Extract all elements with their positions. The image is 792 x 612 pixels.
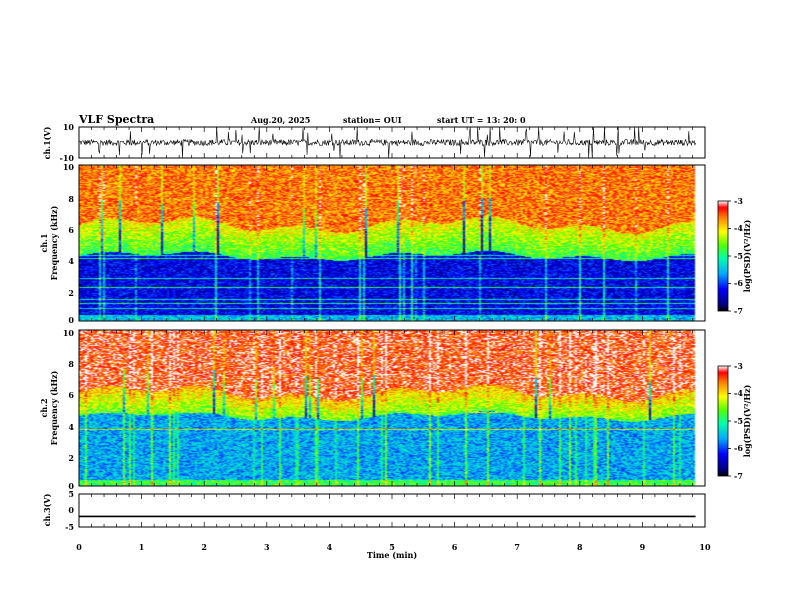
ch2-colorbar-label-minus6: -6 xyxy=(734,443,743,453)
xtick-8: 8 xyxy=(577,542,583,552)
ch1-spectrogram-ylabel: Frequency (kHz) xyxy=(49,205,59,280)
ch2-ytick-10: 10 xyxy=(63,328,75,338)
ch3-ytick-0: 0 xyxy=(68,505,74,515)
ch2-spectrogram-channel-label: ch.2 xyxy=(39,398,49,417)
ch1-colorbar-label-minus7: -7 xyxy=(734,306,743,316)
ch1-waveform-line xyxy=(78,126,696,159)
xtick-2: 2 xyxy=(201,542,207,552)
ch2-colorbar-label: log(PSD)(V²/Hz) xyxy=(742,385,752,458)
ch3-ytick-minus5: -5 xyxy=(65,522,74,532)
figure-title: VLF Spectra xyxy=(78,113,154,126)
ch2-spectrogram-panel: 0 2 4 6 8 10 ch.2 Frequency (kHz) xyxy=(39,328,706,491)
ch1-spectrogram-channel-label: ch.1 xyxy=(39,233,49,252)
ch1-waveform-ylabel: ch.1(V) xyxy=(42,126,52,159)
ch1-spectrogram-panel: 0 2 4 6 8 10 ch.1 Frequency (kHz) xyxy=(39,162,706,325)
ch2-colorbar-label-minus7: -7 xyxy=(734,471,743,481)
ch2-ytick-6: 6 xyxy=(68,390,74,400)
xtick-0: 0 xyxy=(76,542,82,552)
xtick-10: 10 xyxy=(699,542,711,552)
xtick-7: 7 xyxy=(514,542,520,552)
ch1-ytick-6: 6 xyxy=(68,225,74,235)
ch2-spectrogram-ylabel: Frequency (kHz) xyxy=(49,370,59,445)
ch2-ytick-0: 0 xyxy=(68,481,74,491)
xtick-4: 4 xyxy=(327,542,333,552)
ch1-waveform-ticks xyxy=(78,127,706,158)
ch1-colorbar-label-minus6: -6 xyxy=(734,278,743,288)
xtick-5: 5 xyxy=(389,542,395,552)
ch1-colorbar-label-minus4: -4 xyxy=(734,223,743,233)
ch1-colorbar: -3 -4 -5 -6 -7 log(PSD)(V²/Hz) xyxy=(717,196,752,316)
ch2-colorbar-scale xyxy=(717,365,729,477)
station-label: station= OUI xyxy=(343,115,402,125)
ch2-ytick-8: 8 xyxy=(68,359,74,369)
date-label: Aug.20, 2025 xyxy=(250,115,310,125)
ch2-spectrogram-ticks xyxy=(78,330,706,486)
ch3-waveform-ticks xyxy=(78,494,706,527)
start-time-label: start UT = 13: 20: 0 xyxy=(437,115,526,125)
ch2-colorbar-label-minus3: -3 xyxy=(734,361,743,371)
ch1-colorbar-label-minus5: -5 xyxy=(734,251,743,261)
ch1-spectrogram-image xyxy=(79,165,705,321)
ch1-ytick-top: 10 xyxy=(63,122,75,132)
ch2-ytick-2: 2 xyxy=(68,453,74,463)
xtick-6: 6 xyxy=(452,542,458,552)
ch3-waveform-panel: 5 0 -5 ch.3(V) 0 1 2 3 4 5 6 7 8 9 10 Ti… xyxy=(42,489,711,560)
xtick-1: 1 xyxy=(139,542,145,552)
ch1-ytick-8: 8 xyxy=(68,194,74,204)
ch1-ytick-2: 2 xyxy=(68,288,74,298)
ch1-ytick-4: 4 xyxy=(68,256,74,266)
ch1-ytick-0: 0 xyxy=(68,315,74,325)
ch2-colorbar-label-minus4: -4 xyxy=(734,388,743,398)
xtick-9: 9 xyxy=(640,542,646,552)
x-axis-label: Time (min) xyxy=(367,550,417,560)
ch2-colorbar-label-minus5: -5 xyxy=(734,416,743,426)
ch3-waveform-ylabel: ch.3(V) xyxy=(42,493,52,526)
ch2-colorbar: -3 -4 -5 -6 -7 log(PSD)(V²/Hz) xyxy=(717,361,752,481)
ch1-ytick-bottom: -10 xyxy=(60,153,75,163)
ch1-colorbar-label-minus3: -3 xyxy=(734,196,743,206)
ch2-ytick-4: 4 xyxy=(68,422,74,432)
ch1-colorbar-label: log(PSD)(V²/Hz) xyxy=(742,220,752,293)
ch1-waveform-panel: 10 -10 ch.1(V) xyxy=(42,122,706,163)
ch2-spectrogram-image xyxy=(79,330,705,486)
ch1-spectrogram-ticks xyxy=(78,165,706,321)
ch1-colorbar-scale xyxy=(717,200,729,312)
ch1-ytick-10: 10 xyxy=(63,162,75,172)
xtick-3: 3 xyxy=(264,542,270,552)
ch3-ytick-5: 5 xyxy=(68,489,74,499)
